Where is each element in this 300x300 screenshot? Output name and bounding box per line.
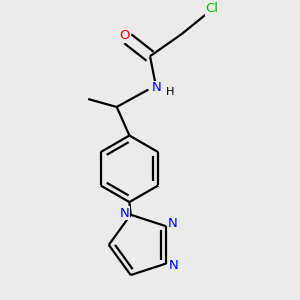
Text: N: N <box>168 217 178 230</box>
Text: N: N <box>152 81 161 94</box>
Text: N: N <box>119 207 129 220</box>
Text: Cl: Cl <box>205 2 218 15</box>
Text: N: N <box>169 259 179 272</box>
Text: H: H <box>166 87 174 97</box>
Text: O: O <box>119 29 130 42</box>
